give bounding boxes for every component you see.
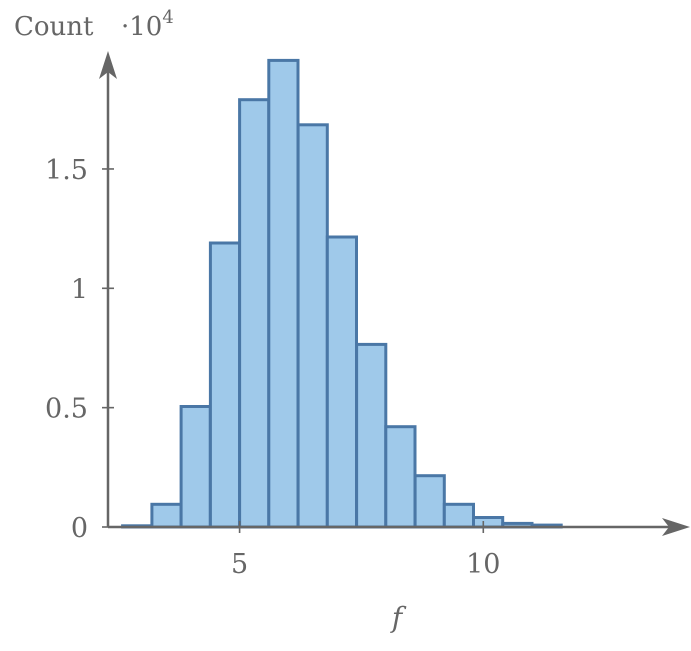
x-tick-label: 10 [466, 549, 500, 580]
histogram-bar [384, 425, 417, 529]
bars-group [121, 58, 563, 529]
histogram-bar [150, 502, 183, 529]
histogram-bar [208, 241, 242, 529]
x-tick-label: 5 [231, 549, 248, 580]
histogram-bar [355, 342, 388, 529]
histogram-bar [296, 123, 329, 529]
histogram-bar [238, 98, 271, 529]
y-tick-label: 1 [71, 274, 88, 305]
y-tick-label: 0.5 [45, 394, 88, 425]
y-tick-label: 0 [71, 513, 88, 544]
histogram-bar [413, 474, 446, 529]
axes-group [99, 51, 690, 536]
histogram-bar [325, 235, 358, 529]
x-axis-arrowhead [662, 518, 690, 536]
y-axis-arrowhead [99, 51, 117, 79]
histogram-bar [472, 516, 505, 529]
histogram-bar [267, 58, 300, 529]
y-tick-label: 1.5 [45, 155, 88, 186]
x-axis-label: f [390, 601, 407, 634]
ticks-group: 0 0.5 1 1.5 5 10 [45, 155, 500, 580]
y-axis-label: Count [14, 12, 94, 42]
histogram-bar [179, 405, 212, 529]
y-multiplier-base: ·10 [121, 12, 162, 42]
y-multiplier-exponent: 4 [162, 7, 173, 28]
histogram-bar [442, 502, 475, 529]
y-axis-multiplier: ·104 [121, 7, 174, 42]
